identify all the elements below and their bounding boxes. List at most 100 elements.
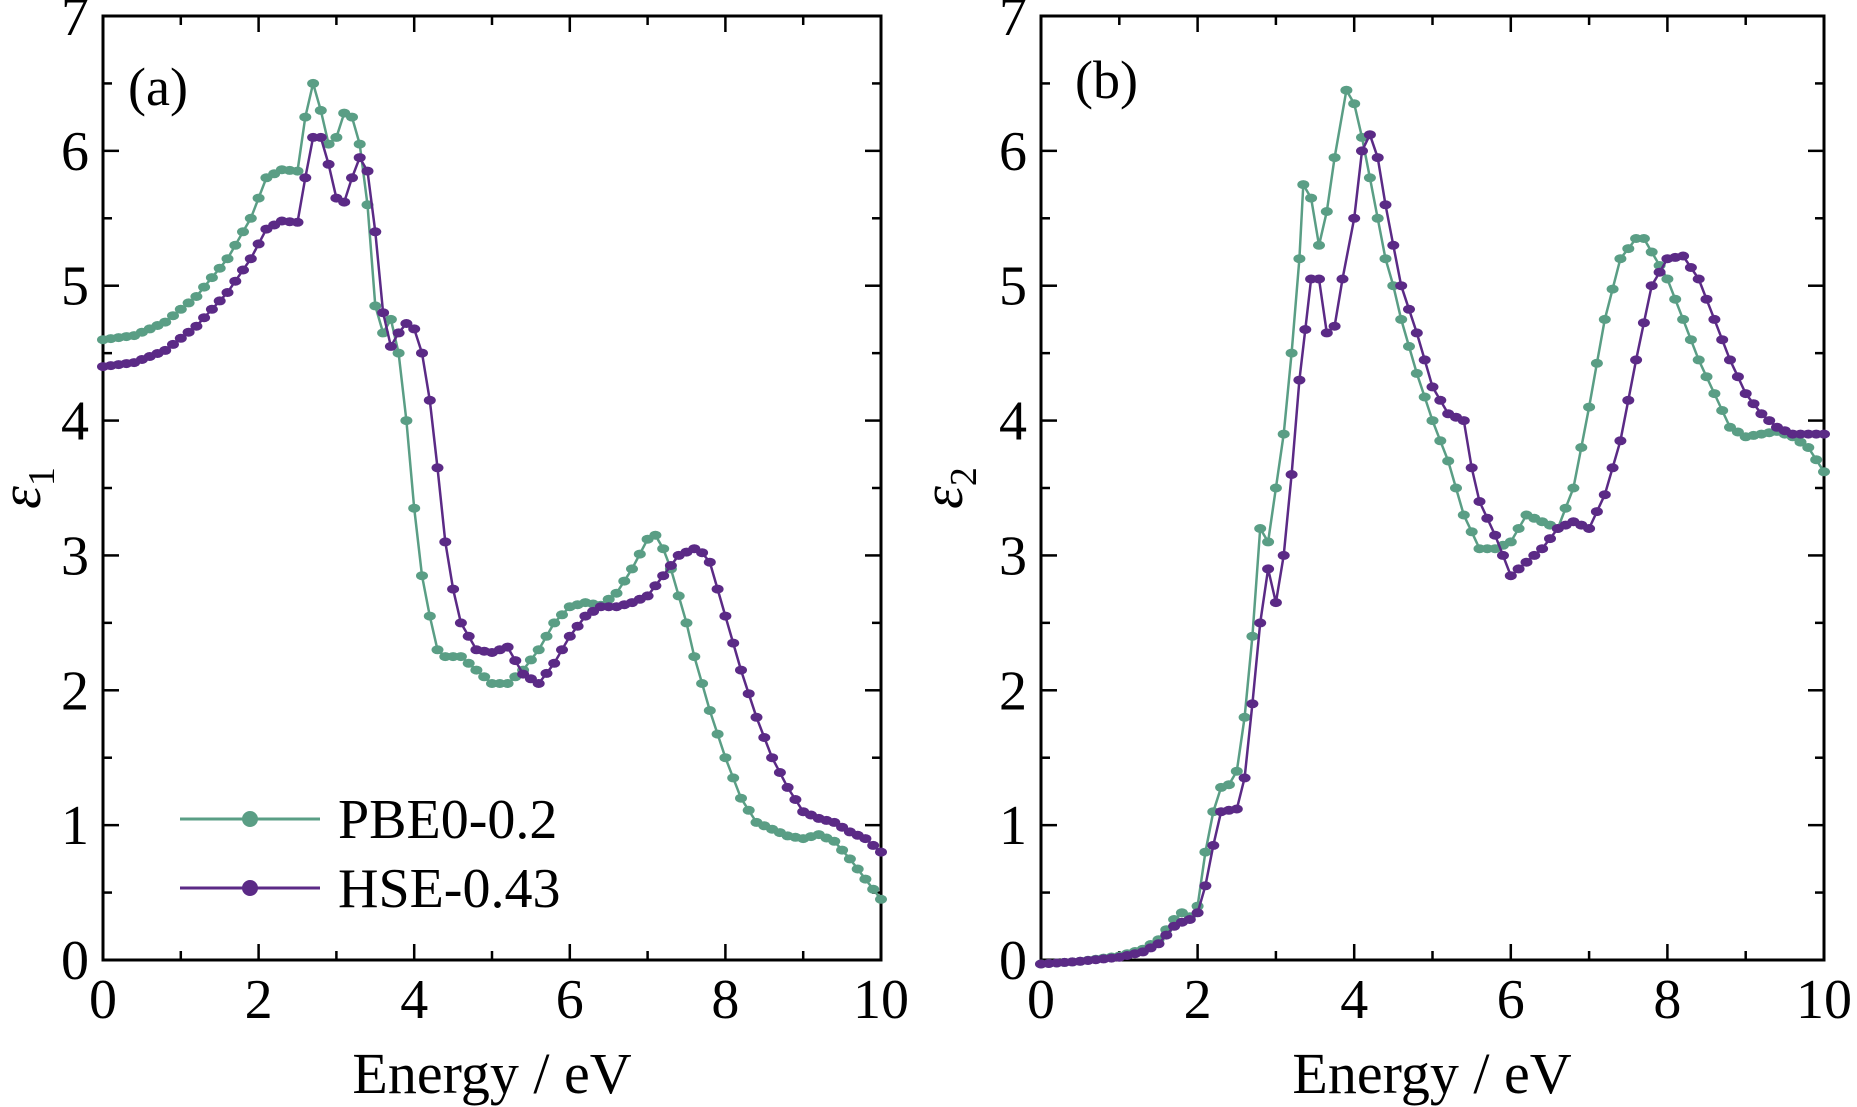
tick-labels-a: 0 2 4 6 8 10 0 1 2 3 4 5 6 7 bbox=[61, 0, 909, 1031]
data-point-hse-0-43 bbox=[1238, 773, 1251, 783]
series-line-hse-0-43 bbox=[1040, 131, 1824, 966]
data-point-hse-0-43 bbox=[1731, 372, 1744, 382]
data-point-hse-0-43 bbox=[859, 834, 872, 844]
data-point-hse-0-43 bbox=[1598, 490, 1611, 500]
data-point-pbe0-0-2 bbox=[1559, 503, 1572, 513]
data-point-hse-0-43 bbox=[213, 296, 226, 306]
data-point-hse-0-43 bbox=[205, 304, 218, 314]
legend: PBE0-0.2 HSE-0.43 bbox=[180, 789, 560, 920]
data-point-hse-0-43 bbox=[1677, 251, 1690, 261]
data-point-pbe0-0-2 bbox=[1320, 207, 1333, 216]
data-point-hse-0-43 bbox=[1739, 389, 1752, 399]
y-tick-label: 3 bbox=[61, 525, 89, 587]
data-point-hse-0-43 bbox=[789, 795, 802, 804]
data-point-pbe0-0-2 bbox=[1575, 443, 1588, 452]
data-point-pbe0-0-2 bbox=[1794, 437, 1807, 447]
data-point-pbe0-0-2 bbox=[330, 132, 343, 142]
data-point-hse-0-43 bbox=[1724, 355, 1736, 365]
data-point-pbe0-0-2 bbox=[159, 317, 172, 327]
y-tick-label: 4 bbox=[61, 391, 89, 453]
data-point-hse-0-43 bbox=[299, 173, 312, 183]
data-point-pbe0-0-2 bbox=[322, 139, 335, 149]
data-point-hse-0-43 bbox=[1684, 263, 1697, 272]
data-point-hse-0-43 bbox=[1614, 436, 1627, 446]
data-point-pbe0-0-2 bbox=[1254, 524, 1267, 533]
data-point-pbe0-0-2 bbox=[416, 571, 428, 581]
data-point-hse-0-43 bbox=[781, 782, 794, 792]
ticks-a bbox=[101, 14, 883, 962]
data-point-pbe0-0-2 bbox=[711, 729, 724, 739]
data-point-hse-0-43 bbox=[1277, 550, 1290, 560]
y-axis-symbol-a: ε bbox=[0, 486, 53, 509]
y-tick-label: 1 bbox=[61, 795, 89, 857]
data-point-hse-0-43 bbox=[1313, 274, 1325, 284]
data-point-pbe0-0-2 bbox=[696, 679, 709, 688]
data-point-pbe0-0-2 bbox=[252, 193, 265, 203]
data-point-hse-0-43 bbox=[875, 847, 887, 857]
data-point-pbe0-0-2 bbox=[1637, 234, 1650, 243]
data-point-hse-0-43 bbox=[454, 618, 467, 628]
series-line-pbe0-0-2 bbox=[1040, 86, 1826, 966]
data-point-pbe0-0-2 bbox=[299, 112, 312, 122]
data-point-pbe0-0-2 bbox=[1708, 389, 1721, 399]
series-line-pbe0-0-2 bbox=[102, 83, 882, 901]
data-point-hse-0-43 bbox=[1254, 618, 1267, 628]
y-tick-label: 7 bbox=[999, 0, 1027, 48]
data-point-hse-0-43 bbox=[1645, 281, 1658, 291]
data-point-hse-0-43 bbox=[1328, 321, 1341, 331]
data-point-hse-0-43 bbox=[314, 132, 327, 142]
data-point-pbe0-0-2 bbox=[1512, 524, 1525, 533]
data-point-hse-0-43 bbox=[657, 571, 670, 581]
data-point-hse-0-43 bbox=[1755, 409, 1768, 419]
data-point-hse-0-43 bbox=[400, 319, 413, 328]
x-tick-label: 8 bbox=[711, 969, 739, 1031]
data-point-pbe0-0-2 bbox=[1567, 483, 1580, 493]
data-point-hse-0-43 bbox=[353, 153, 366, 163]
data-point-pbe0-0-2 bbox=[1442, 456, 1455, 466]
data-point-hse-0-43 bbox=[1716, 335, 1729, 345]
y-tick-label: 2 bbox=[61, 660, 89, 722]
data-point-pbe0-0-2 bbox=[1426, 416, 1439, 426]
data-point-pbe0-0-2 bbox=[618, 576, 631, 586]
data-point-hse-0-43 bbox=[431, 463, 444, 473]
data-point-pbe0-0-2 bbox=[1262, 537, 1275, 547]
y-tick-label: 7 bbox=[61, 0, 89, 48]
data-point-hse-0-43 bbox=[447, 584, 460, 594]
data-point-pbe0-0-2 bbox=[859, 874, 872, 884]
data-point-pbe0-0-2 bbox=[1230, 766, 1243, 776]
data-point-pbe0-0-2 bbox=[875, 894, 887, 904]
data-point-pbe0-0-2 bbox=[369, 301, 382, 311]
data-point-hse-0-43 bbox=[1199, 881, 1212, 891]
data-point-pbe0-0-2 bbox=[1614, 254, 1627, 264]
x-axis-label-a: Energy / eV bbox=[352, 1041, 631, 1106]
data-point-pbe0-0-2 bbox=[532, 645, 545, 655]
data-point-pbe0-0-2 bbox=[462, 658, 475, 668]
svg-text:ε2: ε2 bbox=[910, 467, 985, 509]
data-point-hse-0-43 bbox=[439, 537, 452, 547]
data-point-hse-0-43 bbox=[1692, 274, 1705, 284]
x-axis-label-b: Energy / eV bbox=[1292, 1041, 1571, 1106]
data-point-pbe0-0-2 bbox=[1465, 527, 1478, 537]
data-point-hse-0-43 bbox=[1606, 463, 1619, 473]
data-point-pbe0-0-2 bbox=[307, 78, 320, 88]
data-point-hse-0-43 bbox=[1246, 699, 1259, 709]
data-point-pbe0-0-2 bbox=[392, 348, 405, 358]
data-point-pbe0-0-2 bbox=[1363, 173, 1376, 183]
data-point-pbe0-0-2 bbox=[1199, 847, 1212, 857]
legend-entry-hse: HSE-0.43 bbox=[180, 858, 560, 920]
data-point-pbe0-0-2 bbox=[1285, 348, 1298, 358]
data-point-hse-0-43 bbox=[727, 638, 740, 648]
x-tick-label: 10 bbox=[853, 969, 909, 1031]
data-point-pbe0-0-2 bbox=[1379, 254, 1392, 264]
data-point-hse-0-43 bbox=[1379, 200, 1392, 210]
data-point-pbe0-0-2 bbox=[384, 314, 397, 324]
data-point-hse-0-43 bbox=[773, 768, 786, 777]
ticks-b bbox=[1039, 14, 1826, 962]
legend-label-pbe0: PBE0-0.2 bbox=[338, 789, 557, 851]
data-point-hse-0-43 bbox=[1504, 571, 1517, 581]
data-point-hse-0-43 bbox=[1700, 294, 1713, 304]
x-tick-label: 6 bbox=[556, 969, 584, 1031]
data-point-pbe0-0-2 bbox=[680, 618, 693, 628]
